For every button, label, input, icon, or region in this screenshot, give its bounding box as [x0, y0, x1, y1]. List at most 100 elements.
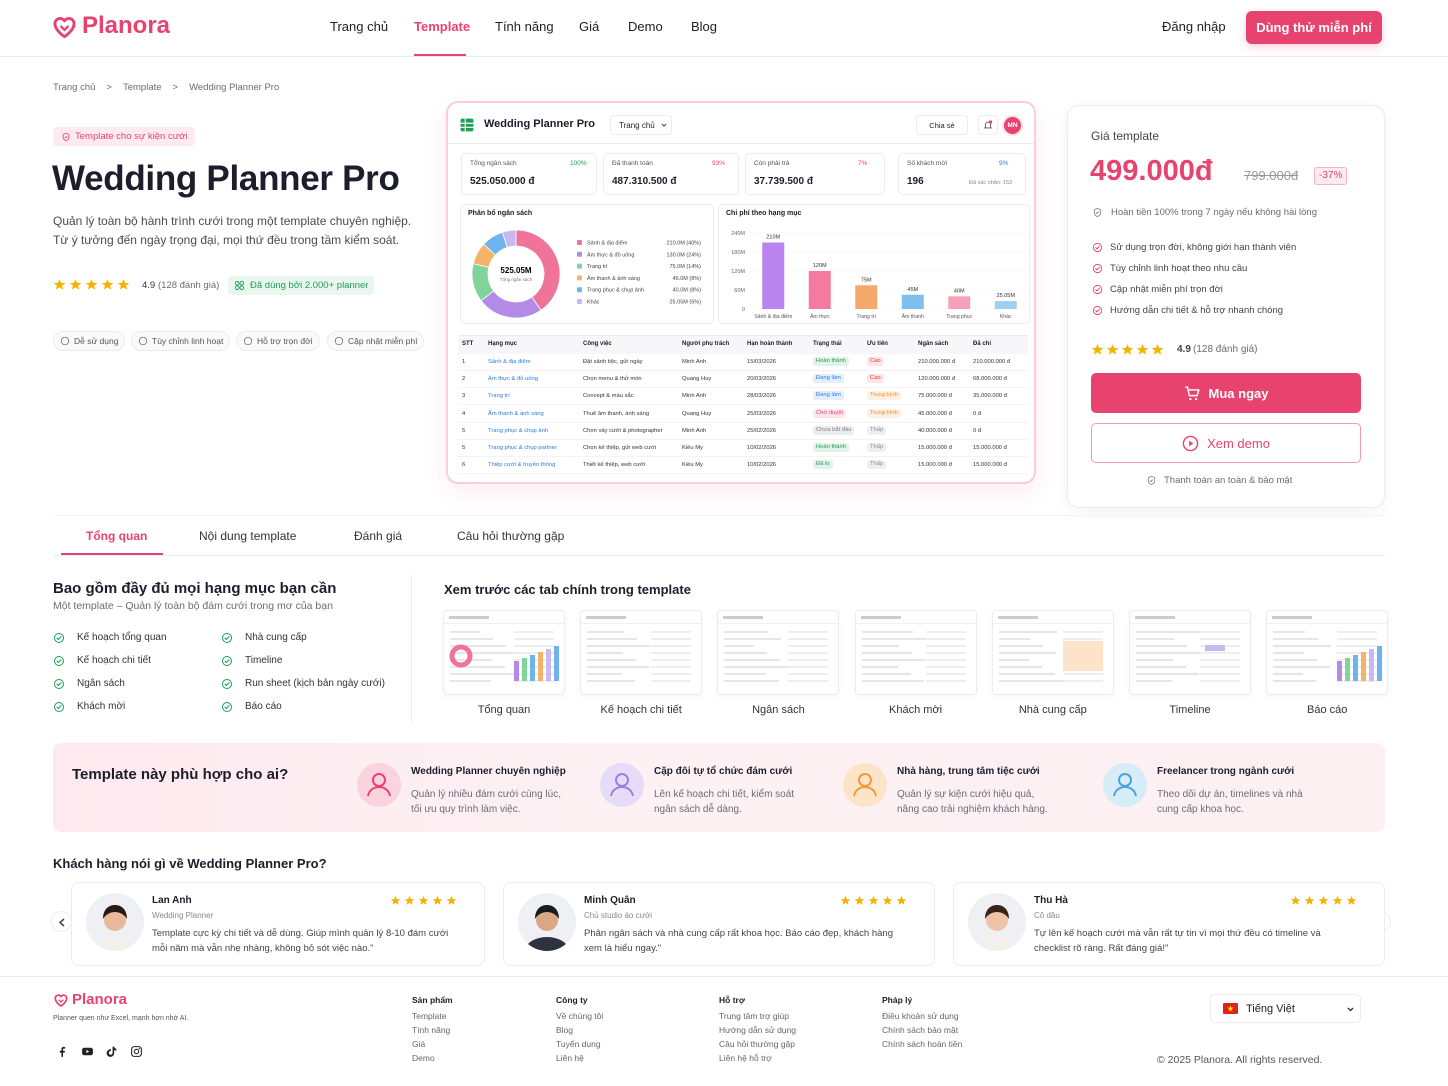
star-icon-part [85, 279, 98, 290]
preview-thumbnail[interactable] [580, 610, 703, 695]
footer-link[interactable]: Trung tâm trợ giúp [719, 1011, 789, 1021]
tab[interactable]: Đánh giá [354, 529, 403, 543]
footer-link[interactable]: Giá [412, 1039, 426, 1049]
nav-link[interactable]: Template [414, 19, 471, 34]
hero-rating-count: (128 đánh giá) [158, 280, 220, 291]
thumbnail-preview-part [998, 645, 1043, 647]
nav-link[interactable]: Tính năng [495, 19, 554, 34]
star-icon-part [854, 895, 865, 905]
priority-pill: Cao [867, 374, 884, 384]
cost-bar-chart: 0 60M 120M 180M 240M 210M Sảnh & địa điểm 120M Ẩ… [731, 231, 1025, 320]
task-cell: Chọn kế thiệp, gửi web cưới [583, 445, 657, 451]
thumbnail-preview [718, 616, 839, 682]
nav-link[interactable]: Blog [691, 19, 718, 34]
nav-link[interactable]: Trang chủ [330, 19, 389, 34]
nav-link[interactable]: Giá [579, 19, 600, 34]
table-row-divider [458, 421, 1028, 423]
owner-cell: Kiều My [682, 462, 703, 469]
audience-icon-part [367, 785, 391, 797]
row-number: 3 [462, 393, 466, 400]
testimonial-text: Phân ngân sách và nhà cung cấp rất khoa … [584, 928, 893, 955]
preview-thumbnail[interactable] [1129, 610, 1251, 695]
star-icon [117, 279, 130, 290]
preview-thumbnail[interactable] [991, 610, 1114, 695]
social-icon[interactable] [105, 1045, 118, 1058]
thumbnail-preview-part [1200, 680, 1240, 682]
thumbnail-preview-part [855, 623, 976, 624]
nav-link[interactable]: Demo [628, 19, 663, 34]
tab[interactable]: Câu hỏi thường gặp [457, 529, 565, 543]
preview-thumbnail[interactable] [1266, 610, 1389, 695]
include-item: Ngân sách [77, 678, 125, 689]
demo-button[interactable]: Xem demo [1091, 423, 1361, 463]
thumbnail-preview-part [998, 659, 1029, 661]
feature-label: Cập nhật miễn phí [348, 336, 418, 346]
table-row-divider [458, 370, 1028, 371]
thumbnail-preview-part [1200, 652, 1240, 654]
social-icon[interactable] [81, 1045, 94, 1058]
footer-link[interactable]: Hướng dẫn sử dụng [719, 1025, 796, 1035]
audience-item-title: Wedding Planner chuyên nghiệp [411, 766, 566, 777]
thumbnail-preview-part [861, 652, 912, 654]
star-icon [1346, 895, 1357, 905]
y-tick-label: 180M [731, 250, 745, 256]
breadcrumb-separator: > [106, 81, 112, 93]
thumbnail-preview-part [651, 631, 692, 633]
footer-link[interactable]: Chính sách bảo mật [882, 1025, 959, 1035]
breadcrumb-item[interactable]: Template [122, 81, 162, 93]
thumbnail-preview-part [450, 673, 518, 675]
thumbnail-preview-part [546, 649, 551, 681]
preview-thumbnail[interactable] [854, 610, 977, 695]
language-select[interactable]: Tiếng Việt [1210, 994, 1361, 1023]
testimonial-avatar-part-part [536, 909, 558, 931]
thumbnail-preview-part [514, 661, 519, 681]
include-check-icon-part [56, 636, 62, 641]
pricing-rating: 4.9 [1177, 344, 1191, 355]
breadcrumb-item[interactable]: Trang chủ [53, 81, 96, 93]
testimonial-avatar-part-part [986, 909, 1008, 931]
hero-badge-label: Template cho sự kiện cưới [75, 131, 188, 142]
tab[interactable]: Nội dung template [199, 529, 297, 543]
thumbnail-preview-part [998, 680, 1068, 682]
footer-logo-icon-part [54, 994, 68, 1007]
social-icon[interactable] [56, 1045, 69, 1058]
footer-link[interactable]: Chính sách hoàn tiền [882, 1039, 963, 1049]
cta-button[interactable]: Dùng thử miễn phí [1246, 11, 1382, 44]
footer-link[interactable]: Blog [556, 1025, 574, 1035]
star-icon-part [117, 279, 130, 290]
hero-badge: Template cho sự kiện cưới [53, 127, 195, 146]
carousel-prev[interactable] [51, 911, 72, 932]
audience-item-title: Nhà hàng, trung tâm tiệc cưới [897, 766, 1040, 777]
footer-link[interactable]: Về chúng tôi [556, 1011, 604, 1021]
tab[interactable]: Tổng quan [86, 529, 148, 543]
thumbnail-preview-part [1337, 645, 1378, 647]
thumbnail-preview-part [587, 659, 637, 661]
login-link[interactable]: Đăng nhập [1162, 19, 1226, 34]
star-icon-part [390, 895, 401, 905]
social-icon[interactable] [130, 1045, 143, 1058]
star-icon [840, 895, 851, 905]
footer-link[interactable]: Template [412, 1011, 447, 1021]
benefit-check-icon [1092, 242, 1103, 253]
testimonial-text: Template cực kỳ chi tiết và dễ dùng. Giú… [152, 928, 449, 955]
thumbnail-preview-part [1273, 645, 1332, 647]
footer-link[interactable]: Câu hỏi thường gặp [719, 1039, 796, 1049]
footer-link[interactable]: Liên hệ hỗ trợ [719, 1053, 772, 1063]
footer-link[interactable]: Tuyển dụng [556, 1039, 601, 1049]
thumbnail-preview-part [651, 652, 692, 654]
footer-link[interactable]: Tính năng [412, 1025, 451, 1035]
status-pill: Đang làm [813, 391, 844, 401]
footer-link[interactable]: Điều khoản sử dụng [882, 1011, 959, 1021]
include-check-icon-part [56, 659, 62, 664]
cost-panel: Chi phí theo hạng mục 0 60M 120M 180M 240M 210… [718, 204, 1030, 324]
buy-button[interactable]: Mua ngay [1091, 373, 1361, 413]
testimonial-avatar-part-part [104, 909, 126, 931]
footer-link[interactable]: Liên hệ [556, 1053, 584, 1063]
discount-badge: -37% [1314, 167, 1348, 185]
preview-thumbnail[interactable] [717, 610, 840, 695]
due-date-cell: 25/02/2026 [747, 427, 777, 434]
tab-bar: Tổng quan Nội dung template Đánh giá Câu hỏ… [53, 515, 1385, 556]
testimonial-avatar-part-part [103, 905, 127, 919]
footer-link[interactable]: Demo [412, 1053, 435, 1063]
preview-thumbnail[interactable] [443, 610, 565, 695]
